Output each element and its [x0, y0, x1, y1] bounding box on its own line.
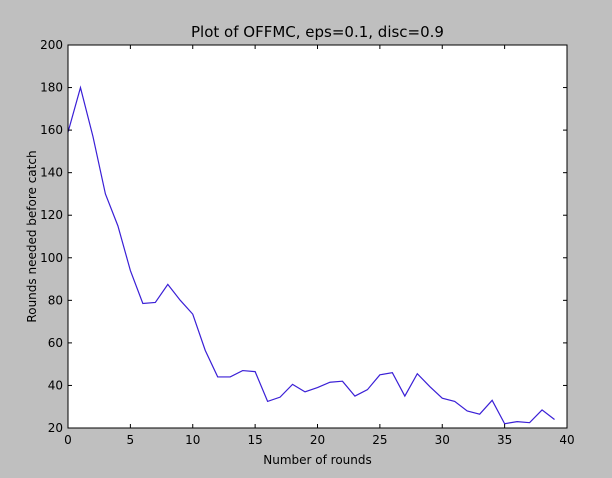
y-tick-label: 200 — [40, 38, 63, 52]
plot-area — [68, 45, 567, 428]
x-tick-label: 0 — [64, 433, 72, 447]
x-tick-label: 30 — [435, 433, 450, 447]
x-tick-label: 15 — [247, 433, 262, 447]
y-axis-label: Rounds needed before catch — [25, 150, 39, 322]
x-axis-label: Number of rounds — [263, 453, 372, 467]
y-tick-label: 100 — [40, 251, 63, 265]
y-tick-label: 160 — [40, 123, 63, 137]
chart-title: Plot of OFFMC, eps=0.1, disc=0.9 — [191, 23, 444, 41]
y-tick-label: 120 — [40, 208, 63, 222]
series-layer — [67, 85, 555, 425]
y-tick-label: 140 — [40, 166, 63, 180]
x-tick-label: 40 — [559, 433, 574, 447]
x-tick-label: 20 — [310, 433, 325, 447]
x-tick-label: 10 — [185, 433, 200, 447]
x-tick-label: 35 — [497, 433, 512, 447]
tick-layer: 0 5 10 15 20 25 30 35 40 20 40 60 80 100 120 140 160 180 2… — [40, 38, 575, 447]
y-tick-label: 80 — [48, 293, 63, 307]
y-tick-label: 180 — [40, 81, 63, 95]
x-tick-label: 5 — [127, 433, 135, 447]
plot-frame — [67, 44, 568, 429]
series-line — [67, 85, 555, 425]
y-tick-label: 20 — [48, 421, 63, 435]
x-tick-label: 25 — [372, 433, 387, 447]
y-tick-label: 60 — [48, 336, 63, 350]
y-tick-label: 40 — [48, 378, 63, 392]
